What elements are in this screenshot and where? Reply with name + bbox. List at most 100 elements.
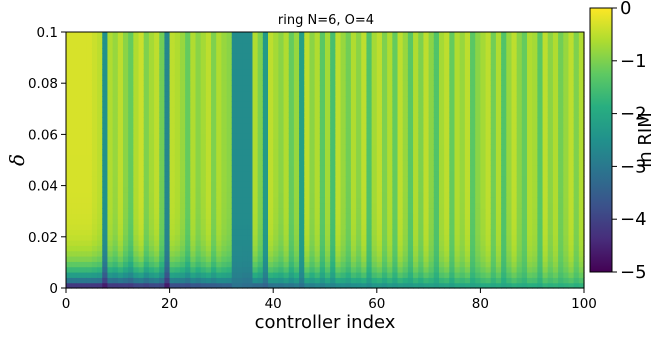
heatmap-cell bbox=[66, 165, 72, 172]
heatmap-cell bbox=[154, 144, 160, 150]
heatmap-cell bbox=[356, 186, 362, 193]
heatmap-cell bbox=[547, 106, 554, 113]
heatmap-cell bbox=[454, 106, 461, 113]
heatmap-cell bbox=[537, 160, 544, 166]
heatmap-cell bbox=[376, 245, 383, 252]
heatmap-cell bbox=[413, 96, 419, 102]
heatmap-cell bbox=[475, 261, 481, 268]
heatmap-cell bbox=[345, 80, 352, 86]
heatmap-cell bbox=[459, 90, 466, 97]
heatmap-cell bbox=[159, 74, 166, 81]
heatmap-cell bbox=[319, 250, 326, 257]
heatmap-cell bbox=[221, 240, 228, 246]
heatmap-cell bbox=[262, 218, 269, 225]
heatmap-cell bbox=[418, 170, 425, 177]
heatmap-cell bbox=[185, 208, 191, 214]
heatmap-cell bbox=[293, 229, 300, 236]
heatmap-cell bbox=[454, 224, 461, 230]
heatmap-cell bbox=[71, 176, 77, 182]
heatmap-cell bbox=[81, 277, 88, 284]
heatmap-cell bbox=[392, 154, 399, 161]
heatmap-cell bbox=[537, 37, 544, 44]
heatmap-cell bbox=[226, 42, 233, 49]
heatmap-cell bbox=[366, 106, 373, 113]
heatmap-cell bbox=[490, 138, 497, 145]
heatmap-cell bbox=[423, 192, 430, 198]
heatmap-cell bbox=[164, 272, 171, 278]
heatmap-cell bbox=[174, 80, 181, 86]
heatmap-cell bbox=[475, 138, 481, 145]
heatmap-cell bbox=[304, 32, 311, 38]
heatmap-cell bbox=[133, 32, 140, 38]
heatmap-cell bbox=[143, 53, 150, 60]
heatmap-cell bbox=[143, 58, 150, 65]
heatmap-cell bbox=[573, 256, 580, 262]
heatmap-cell bbox=[542, 133, 549, 140]
heatmap-cell bbox=[485, 250, 492, 257]
heatmap-cell bbox=[397, 261, 404, 268]
heatmap-cell bbox=[490, 117, 497, 124]
heatmap-cell bbox=[242, 69, 248, 76]
heatmap-cell bbox=[200, 122, 207, 129]
heatmap-cell bbox=[66, 202, 72, 209]
heatmap-cell bbox=[122, 37, 129, 44]
heatmap-cell bbox=[340, 181, 347, 188]
heatmap-cell bbox=[242, 48, 248, 54]
heatmap-cell bbox=[511, 256, 518, 262]
heatmap-cell bbox=[506, 240, 513, 246]
heatmap-cell bbox=[356, 240, 362, 246]
heatmap-cell bbox=[573, 117, 580, 124]
heatmap-cell bbox=[309, 122, 316, 129]
heatmap-cell bbox=[122, 112, 129, 118]
heatmap-cell bbox=[190, 69, 197, 76]
heatmap-cell bbox=[304, 42, 311, 49]
heatmap-cell bbox=[423, 90, 430, 97]
heatmap-cell bbox=[444, 234, 450, 241]
heatmap-cell bbox=[454, 197, 461, 204]
heatmap-cell bbox=[475, 192, 481, 198]
heatmap-cell bbox=[71, 101, 77, 108]
heatmap-cell bbox=[288, 208, 295, 214]
heatmap-cell bbox=[231, 96, 238, 102]
heatmap-cell bbox=[190, 32, 197, 38]
heatmap-cell bbox=[381, 250, 388, 257]
heatmap-cell bbox=[361, 202, 368, 209]
heatmap-cell bbox=[159, 186, 166, 193]
heatmap-cell bbox=[293, 106, 300, 113]
heatmap-cell bbox=[449, 208, 456, 214]
heatmap-cell bbox=[174, 106, 181, 113]
heatmap-cell bbox=[521, 176, 528, 182]
heatmap-cell bbox=[117, 96, 124, 102]
heatmap-cell bbox=[418, 42, 425, 49]
heatmap-cell bbox=[361, 42, 368, 49]
heatmap-cell bbox=[407, 74, 414, 81]
heatmap-cell bbox=[76, 144, 83, 150]
heatmap-cell bbox=[195, 96, 202, 102]
heatmap-cell bbox=[485, 240, 492, 246]
heatmap-cell bbox=[454, 165, 461, 172]
heatmap-cell bbox=[407, 106, 414, 113]
heatmap-cell bbox=[573, 106, 580, 113]
heatmap-cell bbox=[402, 133, 409, 140]
heatmap-cell bbox=[128, 160, 134, 166]
heatmap-cell bbox=[169, 250, 176, 257]
heatmap-cell bbox=[148, 117, 155, 124]
heatmap-cell bbox=[71, 250, 77, 257]
heatmap-cell bbox=[71, 256, 77, 262]
heatmap-cell bbox=[397, 165, 404, 172]
heatmap-cell bbox=[413, 277, 419, 284]
heatmap-cell bbox=[112, 202, 119, 209]
heatmap-cell bbox=[552, 133, 559, 140]
heatmap-cell bbox=[293, 272, 300, 278]
heatmap-cell bbox=[542, 266, 549, 273]
heatmap-cell bbox=[402, 154, 409, 161]
heatmap-cell bbox=[76, 85, 83, 92]
heatmap-cell bbox=[475, 213, 481, 220]
heatmap-cell bbox=[252, 90, 259, 97]
heatmap-cell bbox=[283, 69, 290, 76]
heatmap-cell bbox=[444, 154, 450, 161]
heatmap-cell bbox=[464, 197, 471, 204]
heatmap-cell bbox=[521, 112, 528, 118]
heatmap-cell bbox=[376, 106, 383, 113]
heatmap-cell bbox=[371, 85, 378, 92]
